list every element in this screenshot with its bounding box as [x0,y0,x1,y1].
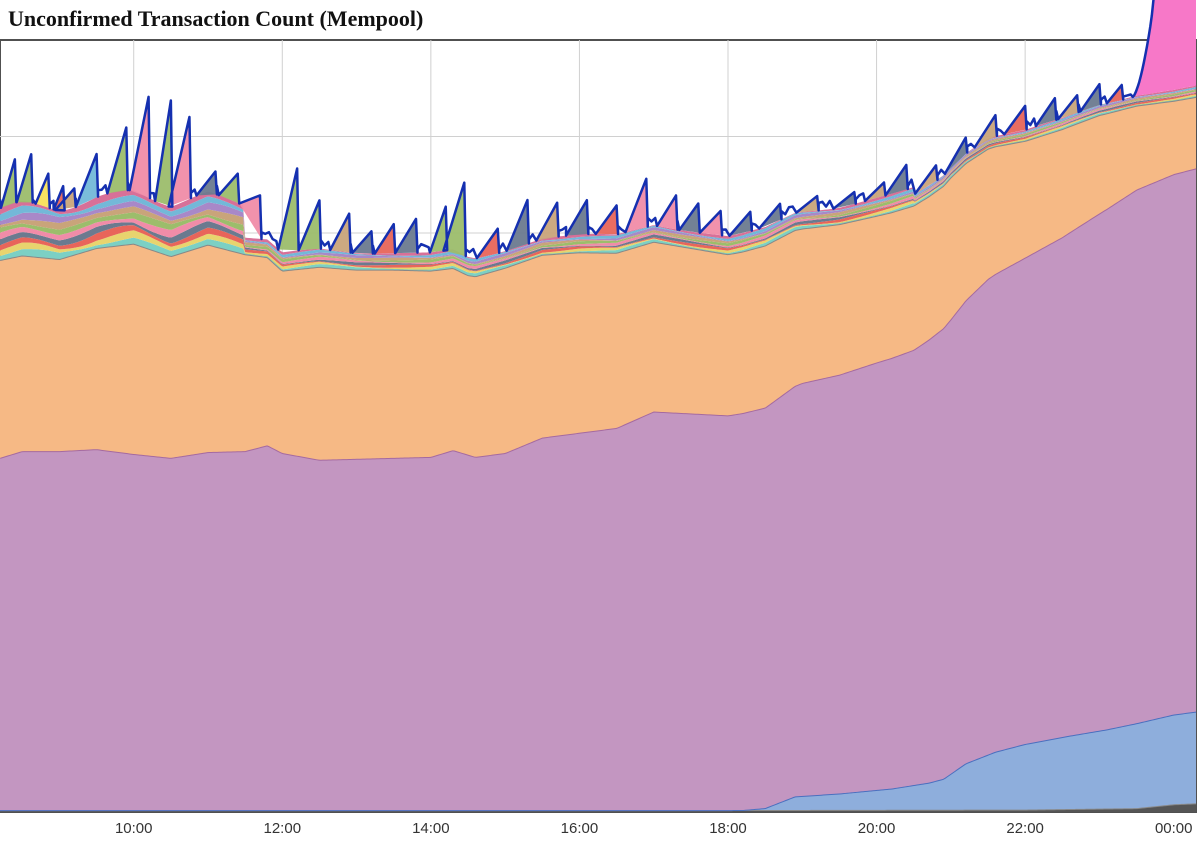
total-line [0,0,1155,260]
x-tick-label: 16:00 [561,820,599,837]
x-tick-label: 18:00 [709,820,747,837]
area-layer [0,95,1197,812]
chart-title: Unconfirmed Transaction Count (Mempool) [8,6,424,31]
x-tick-label: 20:00 [858,820,896,837]
x-tick-label: 00:00 [1155,820,1193,837]
spike [239,195,262,239]
total-line-layer [0,0,1155,260]
spike [35,173,50,209]
spike [129,96,151,199]
x-tick-label-layer: 10:00 12:00 14:00 16:00 18:00 20:00 22:00 00:00 [115,820,1193,837]
band-blue [0,711,1196,811]
x-tick-label: 22:00 [1006,820,1044,837]
spike [443,182,466,257]
spike [218,173,240,204]
x-tick-label: 14:00 [412,820,450,837]
spike [679,203,700,233]
band-orange [0,96,1196,460]
end-spike [1132,0,1196,97]
band-purple [0,168,1196,811]
spike [699,210,723,236]
spike [657,195,678,230]
x-tick-label: 10:00 [115,820,153,837]
x-tick-label: 12:00 [264,820,302,837]
